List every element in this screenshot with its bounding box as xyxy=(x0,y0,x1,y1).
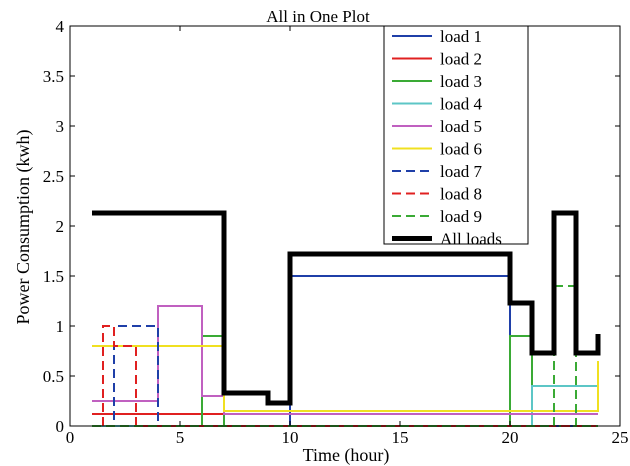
legend-label: load 8 xyxy=(440,185,482,204)
legend-label: load 9 xyxy=(440,207,482,226)
x-tick-label: 0 xyxy=(66,428,75,447)
series-line-all-loads xyxy=(92,210,601,406)
legend-label: load 2 xyxy=(440,50,482,69)
legend-label: load 6 xyxy=(440,140,482,159)
plot-background xyxy=(70,26,620,426)
x-tick-label: 15 xyxy=(392,428,409,447)
x-tick-label: 5 xyxy=(176,428,185,447)
y-tick-label: 1.5 xyxy=(43,267,64,286)
y-tick-label: 2 xyxy=(56,217,65,236)
legend-label: load 3 xyxy=(440,72,482,91)
legend-label: load 5 xyxy=(440,117,482,136)
y-tick-label: 0.5 xyxy=(43,367,64,386)
legend: load 1 load 2 load 3 load 4 load 5 load 6 load… xyxy=(383,25,529,249)
legend-label: load 4 xyxy=(440,95,483,114)
x-tick-label: 20 xyxy=(502,428,519,447)
series-line-load-6 xyxy=(92,345,599,412)
legend-label: All loads xyxy=(440,230,502,249)
y-tick-label: 2.5 xyxy=(43,167,64,186)
y-tick-label: 0 xyxy=(56,417,65,436)
legend-label: load 1 xyxy=(440,27,482,46)
legend-box xyxy=(383,25,529,245)
chart-title: All in One Plot xyxy=(266,7,370,26)
y-tick-label: 3 xyxy=(56,117,65,136)
axes-layer: 0 5 10 15 20 25 0 0.5 1 1.5 2 2.5 3 3.5 4 xyxy=(43,17,629,447)
plot-area xyxy=(70,26,620,426)
x-tick-label: 25 xyxy=(612,428,629,447)
y-tick-label: 3.5 xyxy=(43,67,64,86)
x-tick-label: 10 xyxy=(282,428,299,447)
y-axis-label: Power Consumption (kwh) xyxy=(13,130,34,325)
y-tick-label: 4 xyxy=(56,17,65,36)
legend-label: load 7 xyxy=(440,162,483,181)
x-axis-label: Time (hour) xyxy=(303,445,390,466)
y-tick-label: 1 xyxy=(56,317,65,336)
